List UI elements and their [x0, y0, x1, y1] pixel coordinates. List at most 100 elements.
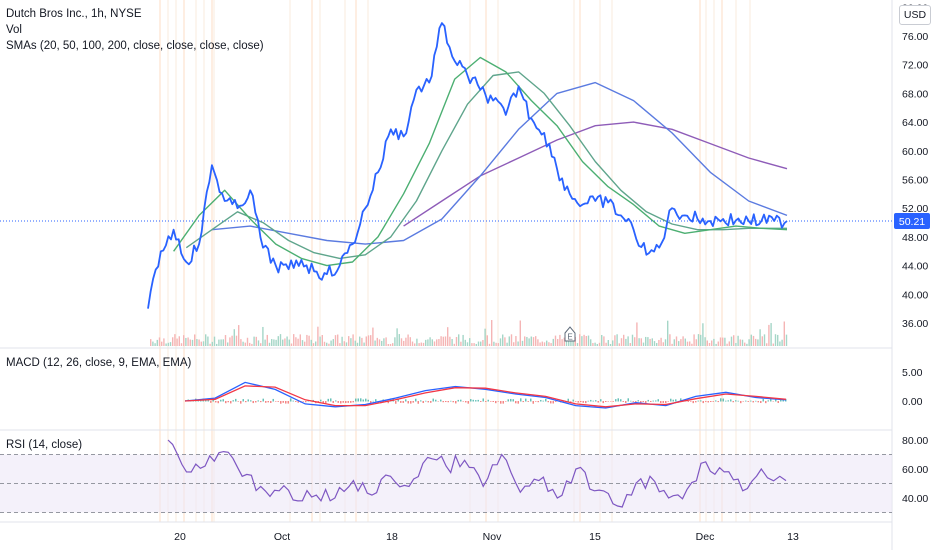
volume-bar — [612, 340, 614, 346]
volume-bar — [559, 334, 561, 346]
volume-bar — [484, 328, 486, 346]
volume-bar — [477, 341, 480, 346]
volume-bar — [691, 343, 693, 346]
macd-histogram-bar — [760, 401, 762, 404]
macd-histogram-bar — [540, 399, 542, 402]
volume-bar — [497, 343, 499, 346]
macd-histogram-bar — [325, 401, 327, 404]
macd-histogram-bar — [537, 401, 539, 403]
volume-bar — [319, 336, 321, 346]
volume-bar — [455, 336, 458, 346]
volume-bar — [202, 341, 205, 346]
sma-legend[interactable]: SMAs (20, 50, 100, 200, close, close, cl… — [6, 40, 264, 52]
volume-bar — [719, 337, 722, 346]
volume-bar — [352, 334, 354, 346]
volume-bar — [207, 336, 209, 346]
macd-histogram-bar — [480, 401, 482, 402]
price-tick-label: 72.00 — [902, 60, 928, 72]
volume-bar — [411, 341, 414, 346]
volume-bar — [312, 343, 315, 346]
volume-bar — [592, 343, 594, 346]
macd-histogram-bar — [432, 398, 434, 402]
macd-histogram-bar — [395, 401, 397, 404]
macd-histogram-bar — [260, 401, 262, 403]
macd-histogram-bar — [740, 401, 742, 404]
volume-bar — [429, 337, 431, 346]
volume-bar — [167, 342, 169, 346]
macd-histogram-bar — [475, 400, 477, 402]
macd-histogram-bar — [250, 400, 252, 402]
macd-histogram-bar — [585, 401, 587, 404]
volume-bar — [216, 343, 218, 346]
macd-histogram-bar — [702, 401, 704, 404]
volume-bar — [726, 343, 728, 346]
macd-histogram-bar — [507, 399, 509, 402]
volume-bar — [418, 343, 420, 346]
macd-histogram-bar — [232, 400, 234, 402]
macd-histogram-bar — [780, 399, 782, 402]
volume-bar — [253, 336, 255, 346]
volume-bar — [557, 338, 559, 346]
volume-bar — [515, 336, 517, 346]
volume-bar — [266, 334, 268, 346]
volume-bar — [761, 336, 763, 346]
rsi-legend[interactable]: RSI (14, close) — [6, 439, 83, 451]
volume-bar — [625, 338, 627, 346]
macd-legend[interactable]: MACD (12, 26, close, 9, EMA, EMA) — [6, 357, 192, 369]
volume-bar — [658, 339, 660, 346]
volume-bar — [614, 335, 616, 346]
volume-legend[interactable]: Vol — [6, 24, 22, 36]
time-tick-label: 20 — [174, 531, 186, 543]
volume-bar — [330, 340, 332, 346]
volume-bar — [304, 341, 306, 346]
volume-bar — [728, 341, 730, 346]
macd-histogram-bar — [215, 401, 217, 403]
volume-bar — [482, 340, 484, 346]
macd-histogram-bar — [590, 399, 592, 402]
macd-histogram-bar — [237, 401, 239, 402]
volume-bar — [488, 343, 491, 346]
macd-histogram-bar — [782, 399, 784, 402]
volume-bar — [235, 335, 238, 346]
volume-bar — [711, 340, 713, 346]
macd-histogram-bar — [697, 400, 699, 402]
volume-bar — [345, 342, 348, 346]
volume-bar — [460, 341, 462, 346]
currency-button[interactable]: USD — [899, 5, 931, 25]
volume-bar — [722, 337, 724, 346]
macd-histogram-bar — [632, 401, 634, 402]
last-price-badge: 50.21 — [894, 213, 930, 230]
macd-histogram-bar — [317, 401, 319, 403]
volume-bar — [783, 321, 785, 346]
macd-histogram-bar — [347, 401, 349, 403]
volume-bar — [508, 336, 510, 346]
time-tick-label: Dec — [696, 531, 715, 543]
volume-bar — [607, 340, 609, 346]
volume-bar — [436, 339, 438, 346]
volume-bar — [172, 337, 174, 346]
volume-bar — [363, 342, 365, 346]
volume-bar — [442, 336, 444, 346]
macd-histogram-bar — [580, 401, 582, 403]
volume-bar — [530, 336, 532, 346]
volume-bar — [433, 341, 436, 346]
macd-histogram-bar — [200, 400, 202, 402]
macd-histogram-bar — [462, 401, 464, 402]
rsi-pane — [0, 439, 892, 513]
macd-histogram-bar — [615, 399, 617, 402]
macd-histogram-bar — [460, 399, 462, 402]
macd-histogram-bar — [587, 400, 589, 402]
volume-bar — [297, 338, 299, 346]
rsi-tick-label: 40.00 — [902, 493, 928, 505]
symbol-title[interactable]: Dutch Bros Inc., 1h, NYSE — [6, 8, 142, 20]
macd-histogram-bar — [345, 401, 347, 404]
macd-histogram-bar — [747, 401, 749, 402]
volume-bar — [686, 341, 689, 346]
volume-bar — [315, 341, 317, 346]
macd-histogram-bar — [292, 400, 294, 402]
volume-bar — [693, 334, 695, 346]
macd-histogram-bar — [440, 399, 442, 402]
volume-bar — [576, 343, 579, 346]
macd-histogram-bar — [715, 400, 717, 402]
macd-histogram-bar — [650, 401, 652, 402]
